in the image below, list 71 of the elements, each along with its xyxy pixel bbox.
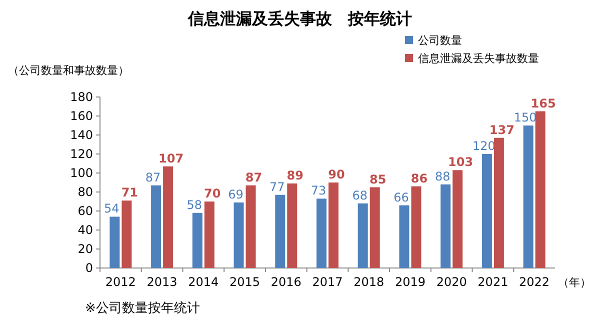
y-tick-label: 160 [70,109,93,123]
bar [411,186,422,268]
data-label: 68 [352,188,368,202]
y-tick-label: 80 [78,185,93,199]
x-tick-label: 2020 [436,275,467,289]
data-label: 137 [489,122,514,137]
data-label: 85 [370,172,386,186]
data-label: 103 [448,155,474,170]
bar [122,200,132,268]
bar [316,198,326,268]
data-label: 54 [104,202,120,216]
bar [275,194,286,268]
data-label: 87 [245,170,262,184]
y-tick-label: 180 [70,90,93,104]
x-tick-label: 2019 [394,275,426,289]
data-label: 77 [269,180,285,194]
bar [440,184,451,268]
bar [110,216,120,268]
data-label: 71 [121,186,138,200]
data-label: 88 [434,169,450,184]
data-label: 87 [145,170,161,184]
data-label: 89 [286,168,304,182]
y-tick-label: 40 [78,223,93,237]
bar [399,205,410,268]
data-label: 165 [530,96,556,110]
bar [452,170,463,268]
x-tick-label: 2017 [312,275,343,289]
bar [234,202,244,268]
bar [358,203,368,268]
legend-label: 信息泄漏及丢失事故数量 [418,52,539,65]
chart-title: 信息泄漏及丢失事故 按年统计 [187,9,412,28]
x-tick-label: 2014 [188,275,219,289]
bar [192,212,202,268]
data-label: 150 [514,110,537,124]
data-label: 69 [228,187,244,202]
data-label: 73 [310,184,326,198]
bar [151,185,162,268]
bar [482,154,492,268]
bar [163,166,174,268]
bar [494,138,504,268]
data-label: 107 [158,151,184,166]
data-label: 86 [410,171,428,186]
bar [246,185,256,268]
bar [370,187,380,268]
x-tick-label: 2013 [146,275,178,289]
x-tick-label: 2018 [354,275,384,289]
y-tick-label: 140 [70,128,93,142]
x-tick-label: 2022 [519,275,550,289]
x-tick-label: 2016 [270,275,302,289]
data-label: 120 [472,139,496,153]
data-label: 58 [186,198,202,212]
x-tick-label: 2015 [230,275,260,289]
x-axis-title: （年） [558,276,591,289]
y-tick-label: 100 [70,166,93,180]
bar [523,126,534,268]
data-label: 70 [204,186,221,200]
x-tick-label: 2012 [105,275,136,289]
legend-label: 公司数量 [418,34,462,47]
text: ※公司数量按年统计 [85,301,200,316]
y-tick-label: 120 [70,147,93,161]
y-tick-label: 60 [78,204,93,218]
bar [287,183,298,268]
data-label: 90 [328,168,345,182]
bar [535,111,546,268]
data-label: 66 [394,190,409,204]
y-tick-label: 20 [78,242,93,256]
x-tick-label: 2021 [478,275,508,289]
y-tick-label: 0 [85,261,93,275]
y-axis-title: （公司数量和事故数量） [8,64,129,77]
bar [328,182,338,268]
bar [204,202,214,268]
